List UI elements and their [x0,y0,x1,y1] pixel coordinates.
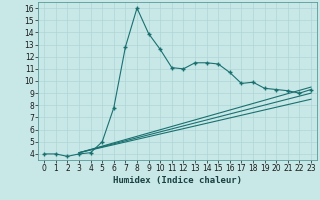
X-axis label: Humidex (Indice chaleur): Humidex (Indice chaleur) [113,176,242,185]
